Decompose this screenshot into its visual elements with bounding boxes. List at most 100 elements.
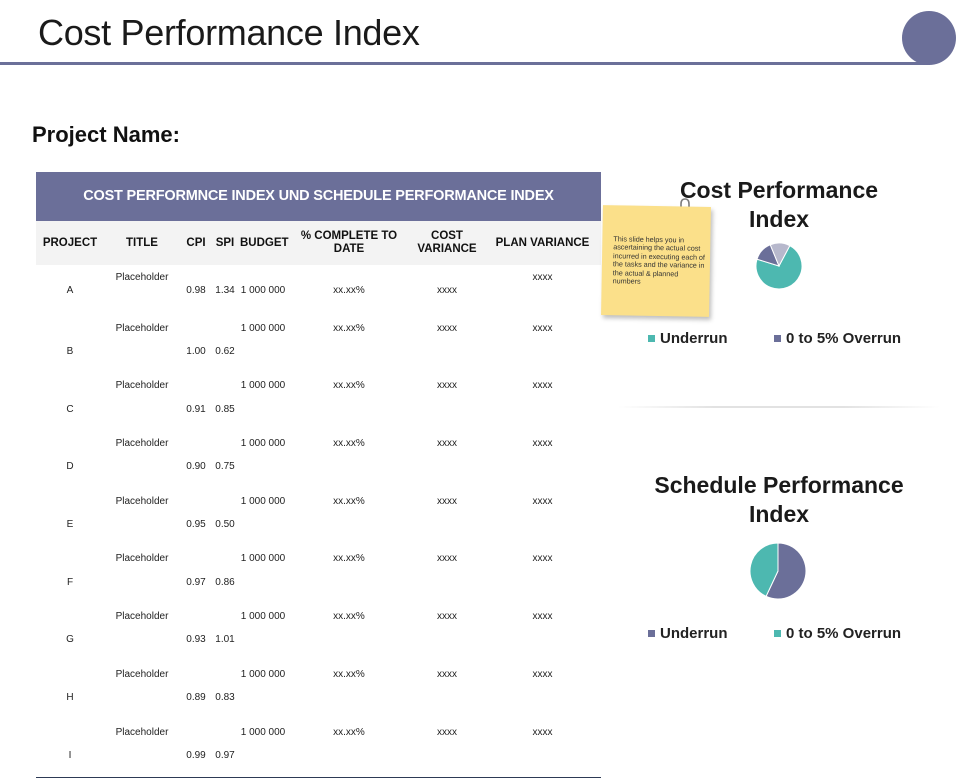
cell-spi: 0.85 [215, 403, 235, 415]
cell-cost-variance: xxxx [437, 611, 457, 623]
spi-legend-swatch-underrun [648, 629, 655, 637]
cell-cpi: 1.00 [186, 346, 206, 358]
cell-title: Placeholder [115, 322, 169, 334]
table-header-row: PROJECT TITLE CPI SPI BUDGET % COMPLETE … [36, 221, 601, 265]
cell-spi: 0.83 [215, 692, 235, 704]
cell-budget: 1 000 000 [240, 322, 286, 334]
cell-complete: xx.xx% [333, 380, 365, 392]
cell-plan-variance: xxxx [484, 719, 601, 778]
cell-plan-variance: xxxx [532, 272, 553, 283]
cell-budget: 1 000 000 [240, 495, 286, 507]
cell-spi: 0.86 [215, 576, 235, 588]
cell-plan-variance: xxxx [532, 322, 553, 334]
cell-title: Placeholder [115, 380, 169, 392]
cell-cost-variance: xxxx [437, 553, 457, 565]
cell-project: B [66, 346, 74, 358]
cell-spi: 0.62 [215, 346, 235, 358]
spi-legend-item-overrun: 0 to 5% Overrun [774, 625, 901, 642]
cpi-pie-chart [755, 242, 803, 290]
performance-table: COST PERFORMNCE INDEX UND SCHEDULE PERFO… [36, 172, 601, 778]
table-row: G Placeholder 0.93 1.01 1 000 000 xx.xx% xxxx x… [36, 604, 601, 662]
cell-cost-variance: xxxx [437, 668, 457, 680]
cell-cpi: 0.95 [186, 519, 206, 531]
cell-cpi: 0.91 [186, 403, 206, 415]
cell-title: Placeholder [104, 719, 180, 778]
col-title-header: TITLE [104, 221, 180, 265]
col-project-header: PROJECT [36, 221, 104, 265]
cell-cpi: 0.97 [186, 576, 206, 588]
cpi-legend-item-underrun: Underrun [648, 330, 728, 347]
col-cpi-header: CPI [180, 221, 212, 265]
table-row: H Placeholder 0.89 0.83 1 000 000 xx.xx% xxxx x… [36, 662, 601, 720]
cell-budget: 1 000 000 [240, 668, 286, 680]
table-banner: COST PERFORMNCE INDEX UND SCHEDULE PERFO… [36, 172, 601, 221]
cell-project: H [66, 692, 74, 704]
project-name-label: Project Name: [32, 122, 180, 147]
sticky-note-text: This slide helps you in ascertaining the… [612, 234, 706, 286]
cpi-legend-item-overrun: 0 to 5% Overrun [774, 330, 901, 347]
cpi-slice-underrun [755, 245, 803, 290]
cell-cpi: 0.90 [186, 461, 206, 473]
cell-complete: xx.xx% [288, 719, 410, 778]
cell-budget: 1 000 000 [240, 438, 286, 450]
cell-cpi: 0.93 [186, 634, 206, 646]
title-underline [0, 62, 930, 65]
cell-cost-variance: xxxx [437, 495, 457, 507]
cell-project: A [66, 284, 74, 296]
cell-complete: xx.xx% [333, 284, 365, 296]
spi-legend-label-overrun: 0 to 5% Overrun [786, 625, 902, 642]
cpi-legend-swatch-overrun [774, 334, 781, 342]
spi-legend: Underrun 0 to 5% Overrun [648, 625, 938, 645]
table-row: F Placeholder 0.97 0.86 1 000 000 xx.xx% xxxx x… [36, 546, 601, 604]
cpi-legend: Underrun 0 to 5% Overrun [648, 330, 938, 350]
cell-spi: 0.75 [215, 461, 235, 473]
cell-plan-variance: xxxx [532, 553, 553, 565]
col-cost-variance-header: COST VARIANCE [410, 221, 484, 265]
cell-complete: xx.xx% [333, 495, 365, 507]
spi-slice-0-to-5-overrun [749, 542, 779, 598]
spi-slice-underrun [765, 542, 807, 600]
col-budget-header: BUDGET [238, 221, 289, 265]
table-row: A Placeholder 0.98 1.34 1 000 000 xx.xx% xxxx x… [36, 265, 601, 316]
spi-legend-item-underrun: Underrun [648, 625, 728, 642]
cell-plan-variance: xxxx [532, 611, 553, 623]
cpi-chart-title: Cost Performance Index [679, 177, 879, 232]
cell-plan-variance: xxxx [532, 438, 553, 450]
table-row: C Placeholder 0.91 0.85 1 000 000 xx.xx% xxxx x… [36, 373, 601, 431]
cell-complete: xx.xx% [333, 322, 365, 334]
cell-project: D [66, 461, 74, 473]
cell-cpi: 0.89 [186, 692, 206, 704]
table-row: B Placeholder 1.00 0.62 1 000 000 xx.xx% xxxx x… [36, 316, 601, 374]
cell-title: Placeholder [115, 272, 169, 283]
cell-budget: 1 000 000 [238, 719, 288, 778]
cell-project: F [66, 576, 74, 588]
col-spi-header: SPI [212, 221, 238, 265]
cell-cpi: 0.98 [186, 284, 206, 296]
cell-cost-variance: xxxx [410, 719, 484, 778]
cell-complete: xx.xx% [333, 668, 365, 680]
section-divider [618, 406, 940, 408]
cell-spi: 1.01 [215, 634, 235, 646]
cell-spi: 1.34 [215, 284, 235, 296]
cell-budget: 1 000 000 [240, 284, 286, 296]
cell-cost-variance: xxxx [437, 380, 457, 392]
cpi-legend-label-underrun: Underrun [660, 330, 728, 347]
spi-pie-chart [749, 542, 807, 600]
corner-circle [902, 11, 956, 65]
cell-budget: 1 000 000 [240, 611, 286, 623]
cell-plan-variance: xxxx [532, 668, 553, 680]
table-row: I Placeholder 0.99 0.97 1 000 000 xx.xx% xxxx x… [36, 719, 601, 778]
cpi-slice-other [769, 242, 791, 268]
cell-project: C [66, 403, 74, 415]
cell-budget: 1 000 000 [240, 380, 286, 392]
cell-project: G [66, 634, 74, 646]
table-row: E Placeholder 0.95 0.50 1 000 000 xx.xx% xxxx x… [36, 489, 601, 547]
cell-title: Placeholder [115, 611, 169, 623]
cell-complete: xx.xx% [333, 611, 365, 623]
cell-project: E [66, 519, 74, 531]
spi-legend-swatch-overrun [774, 629, 781, 637]
cell-plan-variance: xxxx [532, 495, 553, 507]
table-row: D Placeholder 0.90 0.75 1 000 000 xx.xx% xxxx x… [36, 431, 601, 489]
cell-cpi: 0.99 [180, 719, 212, 778]
cell-cost-variance: xxxx [437, 322, 457, 334]
